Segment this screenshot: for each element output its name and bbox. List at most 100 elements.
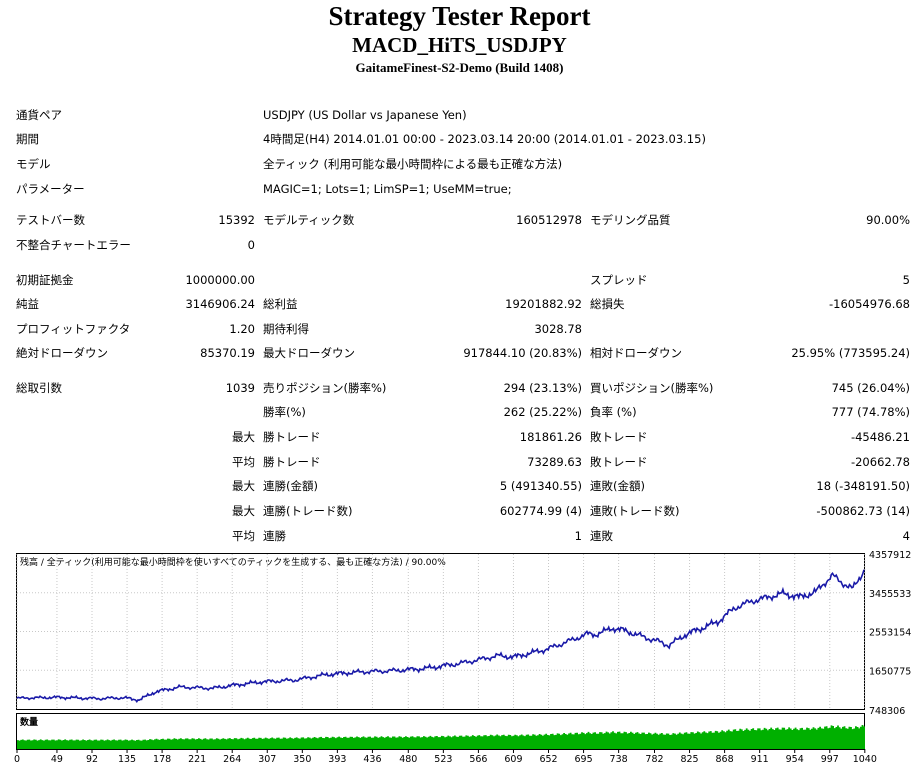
value-cons-losses-count: -500862.73 (14) — [816, 504, 910, 518]
label-mismatch: 不整合チャートエラー — [16, 238, 131, 252]
label-average-loss: 敗トレード — [590, 455, 648, 469]
x-tick-label: 523 — [434, 754, 452, 765]
label-average-profit: 勝トレード — [263, 455, 321, 469]
x-tick-label: 954 — [786, 754, 804, 765]
label-cons-losses-count: 連敗(トレード数) — [590, 504, 680, 518]
label-deposit: 初期証拠金 — [16, 273, 74, 287]
server-build: GaitameFinest-S2-Demo (Build 1408) — [355, 60, 564, 75]
value-cons-losses-money: 18 (-348191.50) — [816, 479, 910, 493]
x-tick-label: 652 — [539, 754, 557, 765]
expert-name: MACD_HiTS_USDJPY — [352, 33, 567, 57]
value-profit-trades: 262 (25.22%) — [503, 405, 582, 419]
value-loss-trades: 777 (74.78%) — [831, 405, 910, 419]
x-tick-label: 307 — [258, 754, 276, 765]
balance-chart: 残高 / 全ティック(利用可能な最小時間枠を使いすべてのティックを生成する、最も… — [14, 550, 911, 765]
label-long-positions: 買いポジション(勝率%) — [590, 381, 714, 395]
value-long-positions: 745 (26.04%) — [831, 381, 910, 395]
x-tick-label: 178 — [153, 754, 171, 765]
x-tick-label: 997 — [821, 754, 839, 765]
value-model: 全ティック (利用可能な最小時間枠による最も正確な方法) — [263, 157, 563, 171]
label-cons-wins-money: 連勝(金額) — [263, 479, 318, 493]
y-tick-label: 748306 — [869, 706, 905, 717]
label-quality: モデリング品質 — [590, 213, 671, 227]
label-relative-drawdown: 相対ドローダウン — [590, 346, 682, 360]
label-cons-wins-count: 連勝(トレード数) — [263, 504, 353, 518]
x-tick-label: 350 — [293, 754, 311, 765]
label-absolute-drawdown: 絶対ドローダウン — [16, 346, 108, 360]
value-maximal-drawdown: 917844.10 (20.83%) — [463, 346, 582, 360]
label-parameters: パラメーター — [16, 182, 85, 196]
label-period: 期間 — [16, 132, 39, 146]
value-relative-drawdown: 25.95% (773595.24) — [791, 346, 910, 360]
label-profit-trades: 勝率(%) — [263, 405, 306, 419]
value-average-loss: -20662.78 — [850, 455, 910, 469]
x-tick-label: 221 — [188, 754, 206, 765]
x-tick-label: 738 — [610, 754, 628, 765]
value-cons-wins-money: 5 (491340.55) — [499, 479, 582, 493]
x-tick-label: 825 — [680, 754, 698, 765]
label-spread: スプレッド — [590, 273, 648, 287]
label-net-profit: 純益 — [16, 297, 39, 311]
label-cons-losses-money: 連敗(金額) — [590, 479, 645, 493]
label-largest-loss: 敗トレード — [590, 430, 648, 444]
label-maximal-drawdown: 最大ドローダウン — [263, 346, 355, 360]
label-max-cons-count: 最大 — [232, 504, 255, 518]
value-bars: 15392 — [218, 213, 255, 227]
value-deposit: 1000000.00 — [185, 273, 255, 287]
x-tick-label: 695 — [574, 754, 592, 765]
label-expected-payoff: 期待利得 — [263, 322, 309, 336]
label-loss-trades: 負率 (%) — [590, 405, 637, 419]
value-short-positions: 294 (23.13%) — [503, 381, 582, 395]
label-max-cons-money: 最大 — [232, 479, 255, 493]
label-ticks: モデルティック数 — [263, 213, 355, 227]
label-bars: テストバー数 — [16, 213, 85, 227]
value-quality: 90.00% — [866, 213, 910, 227]
value-spread: 5 — [902, 273, 910, 287]
label-short-positions: 売りポジション(勝率%) — [263, 381, 387, 395]
y-tick-label: 3455533 — [869, 589, 911, 600]
value-absolute-drawdown: 85370.19 — [200, 346, 255, 360]
balance-line — [16, 569, 865, 703]
label-gross-loss: 総損失 — [590, 297, 625, 311]
label-average: 平均 — [232, 455, 255, 469]
label-model: モデル — [16, 157, 51, 171]
value-symbol: USDJPY (US Dollar vs Japanese Yen) — [263, 108, 467, 122]
value-mismatch: 0 — [247, 238, 255, 252]
label-gross-profit: 総利益 — [263, 297, 298, 311]
x-tick-label: 92 — [86, 754, 98, 765]
value-profit-factor: 1.20 — [229, 322, 255, 336]
value-cons-wins-count: 602774.99 (4) — [499, 504, 582, 518]
value-largest-loss: -45486.21 — [850, 430, 910, 444]
x-tick-label: 436 — [363, 754, 381, 765]
y-tick-label: 4357912 — [869, 550, 911, 561]
x-tick-label: 135 — [118, 754, 136, 765]
label-avg-cons-wins: 連勝 — [263, 529, 286, 543]
report-title: Strategy Tester Report — [328, 1, 591, 31]
value-total-trades: 1039 — [225, 381, 255, 395]
x-tick-label: 49 — [51, 754, 63, 765]
value-avg-cons-losses: 4 — [902, 529, 910, 543]
x-tick-label: 264 — [223, 754, 241, 765]
value-period: 4時間足(H4) 2014.01.01 00:00 - 2023.03.14 2… — [263, 132, 706, 146]
value-average-profit: 73289.63 — [527, 455, 582, 469]
y-tick-label: 1650775 — [869, 666, 911, 677]
value-avg-cons-wins: 1 — [574, 529, 582, 543]
label-largest-profit: 勝トレード — [263, 430, 321, 444]
value-ticks: 160512978 — [516, 213, 582, 227]
x-tick-label: 911 — [751, 754, 769, 765]
value-net-profit: 3146906.24 — [185, 297, 255, 311]
value-parameters: MAGIC=1; Lots=1; LimSP=1; UseMM=true; — [263, 182, 512, 196]
x-tick-label: 393 — [328, 754, 346, 765]
label-profit-factor: プロフィットファクタ — [16, 322, 131, 336]
x-tick-label: 480 — [399, 754, 417, 765]
label-average-cons: 平均 — [232, 529, 255, 543]
label-largest: 最大 — [232, 430, 255, 444]
volume-label: 数量 — [20, 716, 38, 728]
x-tick-label: 868 — [716, 754, 734, 765]
label-avg-cons-losses: 連敗 — [590, 529, 613, 543]
y-tick-label: 2553154 — [869, 628, 911, 639]
label-total-trades: 総取引数 — [16, 381, 62, 395]
value-largest-profit: 181861.26 — [519, 430, 582, 444]
x-tick-label: 0 — [14, 754, 20, 765]
volume-bars — [17, 725, 865, 749]
